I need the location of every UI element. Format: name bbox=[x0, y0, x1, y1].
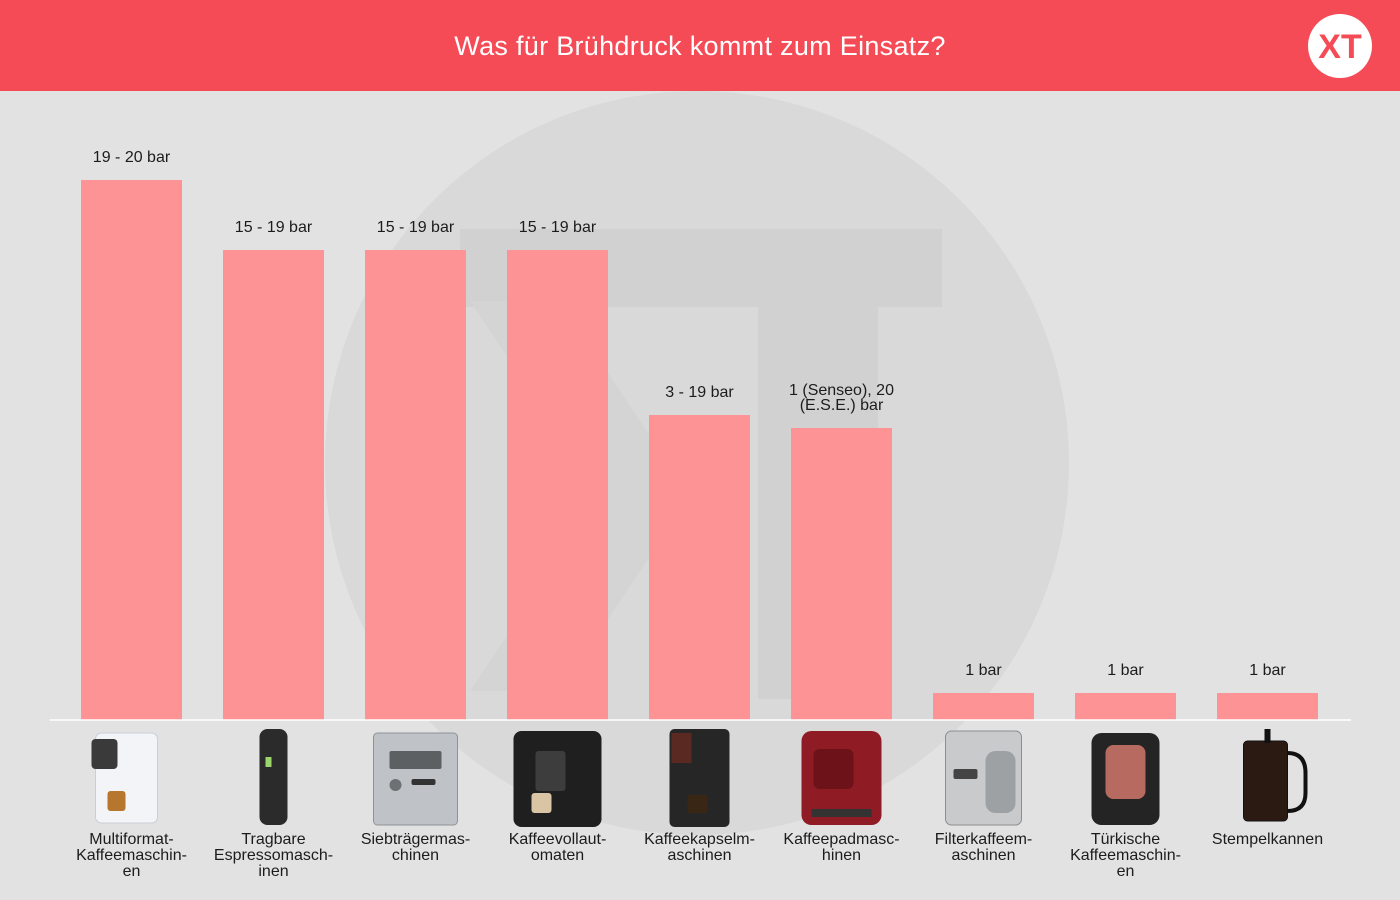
portafilter-machine-icon bbox=[373, 732, 458, 826]
bars-group bbox=[81, 180, 1318, 720]
bar-4 bbox=[507, 250, 608, 720]
bar-value-label: 1 bar bbox=[1107, 662, 1144, 679]
category-label: Stempelkannen bbox=[1212, 831, 1323, 848]
bar-value-label: 1 (Senseo), 20 bbox=[789, 382, 894, 399]
category-label: chinen bbox=[392, 847, 439, 864]
category-label: Kaffeemaschin- bbox=[76, 847, 187, 864]
category-label: Multiformat- bbox=[89, 831, 173, 848]
category-label: Kaffeepadmasc- bbox=[783, 831, 899, 848]
turkish-coffee-machine-icon bbox=[1091, 733, 1160, 825]
pad-machine-icon bbox=[801, 731, 882, 825]
logo[interactable]: XT bbox=[1306, 12, 1374, 80]
bar-9 bbox=[1217, 693, 1318, 720]
bar-value-label: (E.S.E.) bar bbox=[800, 397, 884, 414]
bar-6 bbox=[791, 428, 892, 720]
category-label: omaten bbox=[531, 847, 584, 864]
product-icons-group bbox=[91, 729, 1308, 827]
bar-value-label: 19 - 20 bar bbox=[93, 149, 171, 166]
capsule-machine-icon bbox=[669, 729, 730, 827]
bar-5 bbox=[649, 415, 750, 720]
category-labels-group: Multiformat-Kaffeemaschin-enTragbareEspr… bbox=[76, 831, 1323, 880]
bar-value-label: 15 - 19 bar bbox=[235, 219, 313, 236]
filter-coffee-machine-icon bbox=[945, 730, 1022, 826]
category-label: Türkische bbox=[1091, 831, 1160, 848]
bar-value-label: 15 - 19 bar bbox=[519, 219, 597, 236]
bar-value-label: 1 bar bbox=[965, 662, 1002, 679]
data-labels-group: 19 - 20 bar 15 - 19 bar 15 - 19 bar 15 - 19… bbox=[93, 149, 1287, 679]
page-title: Was für Brühdruck kommt zum Einsatz? bbox=[454, 31, 946, 61]
category-label: Kaffeemaschin- bbox=[1070, 847, 1181, 864]
category-label: aschinen bbox=[667, 847, 731, 864]
category-label: aschinen bbox=[951, 847, 1015, 864]
bar-value-label: 1 bar bbox=[1249, 662, 1286, 679]
category-label: Tragbare bbox=[241, 831, 305, 848]
category-label: inen bbox=[258, 863, 288, 880]
bar-1 bbox=[81, 180, 182, 720]
header-bar bbox=[0, 0, 1400, 91]
bar-chart: 19 - 20 bar 15 - 19 bar 15 - 19 bar 15 - 19… bbox=[50, 149, 1351, 880]
fully-automatic-machine-icon bbox=[513, 731, 602, 827]
bar-3 bbox=[365, 250, 466, 720]
multiformat-machine-icon bbox=[91, 732, 158, 824]
bar-value-label: 15 - 19 bar bbox=[377, 219, 455, 236]
french-press-icon bbox=[1243, 729, 1308, 822]
category-label: Siebträgermas- bbox=[361, 831, 470, 848]
category-label: Kaffeekapselm- bbox=[644, 831, 755, 848]
bar-8 bbox=[1075, 693, 1176, 720]
category-label: en bbox=[1117, 863, 1135, 880]
bar-2 bbox=[223, 250, 324, 720]
category-label: Kaffeevollaut- bbox=[509, 831, 607, 848]
bar-value-label: 3 - 19 bar bbox=[665, 384, 734, 401]
bar-7 bbox=[933, 693, 1034, 720]
logo-text: XT bbox=[1318, 28, 1362, 66]
category-label: hinen bbox=[822, 847, 861, 864]
portable-espresso-icon bbox=[259, 729, 288, 825]
category-label: en bbox=[123, 863, 141, 880]
category-label: Espressomasch- bbox=[214, 847, 333, 864]
category-label: Filterkaffeem- bbox=[935, 831, 1033, 848]
